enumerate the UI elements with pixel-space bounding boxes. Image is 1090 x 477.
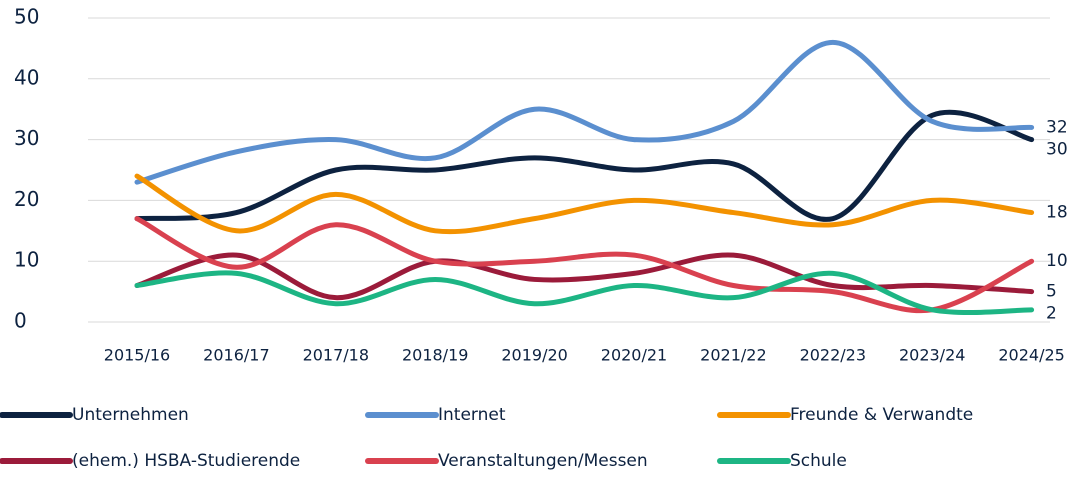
legend-label: Unternehmen <box>72 405 189 425</box>
y-tick-label: 50 <box>14 5 39 29</box>
x-tick-label: 2022/23 <box>800 346 866 365</box>
x-tick-label: 2019/20 <box>501 346 567 365</box>
x-tick-label: 2024/25 <box>998 346 1064 365</box>
x-tick-label: 2023/24 <box>899 346 965 365</box>
series-line <box>134 109 1035 222</box>
series-line <box>134 270 1035 316</box>
value-label: 30 <box>1046 139 1068 159</box>
x-tick-label: 2020/21 <box>601 346 667 365</box>
value-label: 10 <box>1046 251 1068 271</box>
x-tick-label: 2018/19 <box>402 346 468 365</box>
series-line <box>134 173 1035 235</box>
series-line <box>134 39 1035 185</box>
legend-label: Schule <box>790 451 847 471</box>
value-label: 32 <box>1046 117 1068 137</box>
legend-label: Freunde & Verwandte <box>790 405 973 425</box>
y-tick-label: 40 <box>14 65 39 89</box>
y-tick-label: 0 <box>14 309 27 333</box>
value-label: 18 <box>1046 203 1068 223</box>
x-tick-label: 2021/22 <box>700 346 766 365</box>
x-tick-label: 2017/18 <box>303 346 369 365</box>
value-label: 2 <box>1046 304 1057 324</box>
y-tick-label: 20 <box>14 187 39 211</box>
y-tick-label: 30 <box>14 126 39 150</box>
value-label: 5 <box>1046 282 1057 302</box>
legend-label: Veranstaltungen/Messen <box>438 451 648 471</box>
x-tick-label: 2016/17 <box>203 346 269 365</box>
y-tick-label: 10 <box>14 248 39 272</box>
legend-label: (ehem.) HSBA-Studierende <box>72 451 300 471</box>
series-line <box>134 216 1035 314</box>
legend-label: Internet <box>438 405 506 425</box>
x-tick-label: 2015/16 <box>104 346 170 365</box>
